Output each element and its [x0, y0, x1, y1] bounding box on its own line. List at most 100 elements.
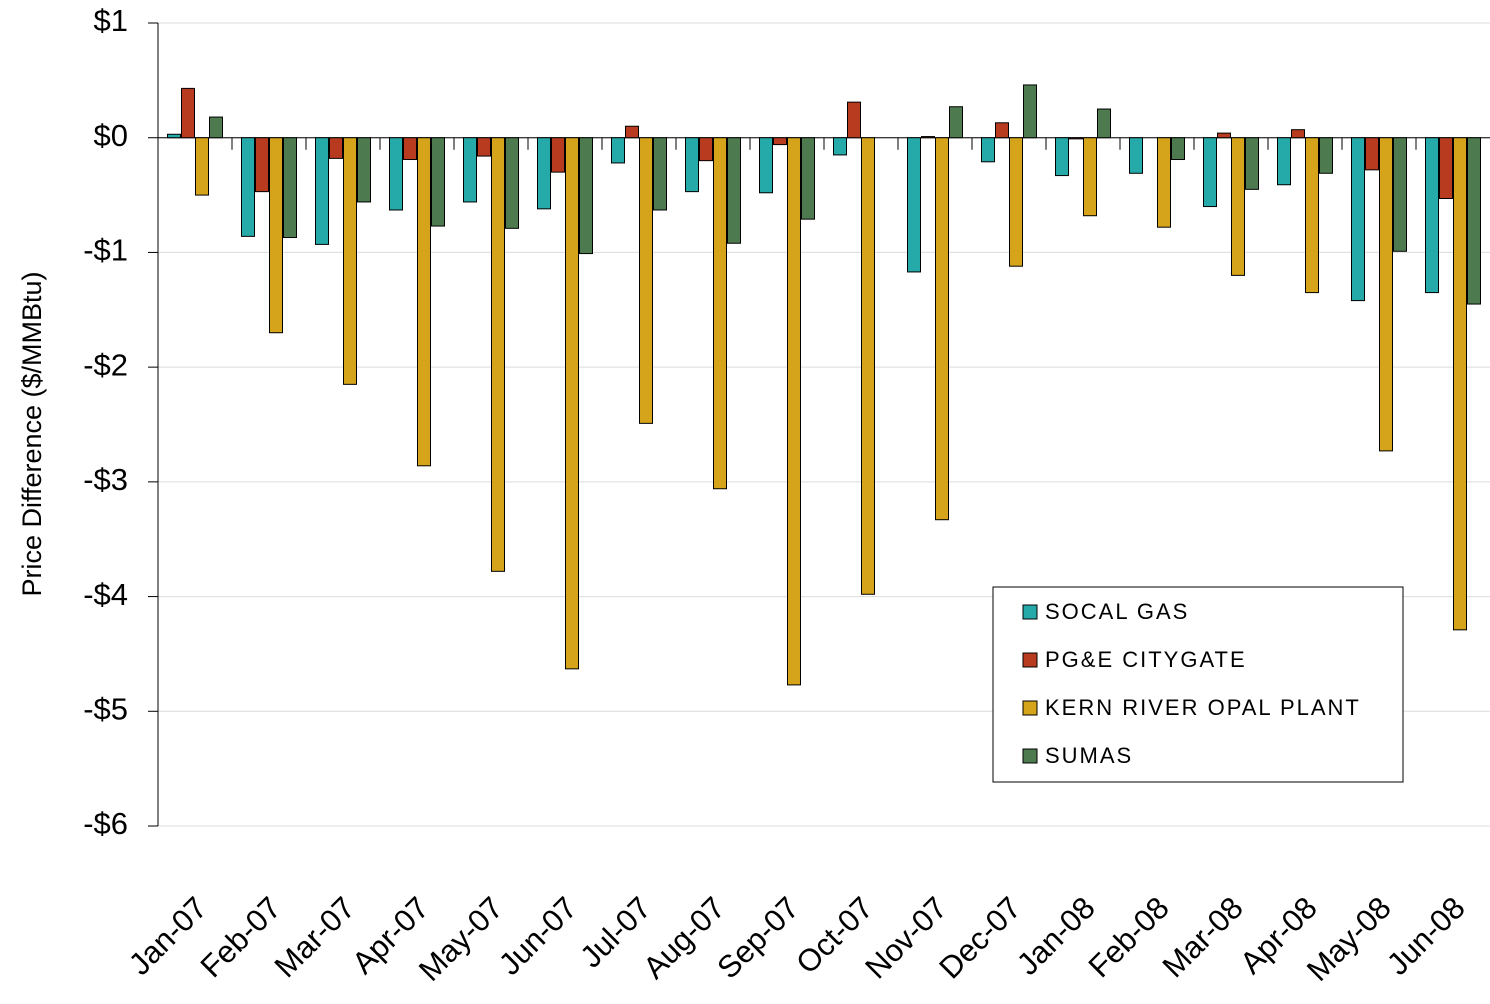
bar: [1097, 108, 1111, 139]
legend-swatch: [1022, 604, 1038, 620]
y-tick-label: -$6: [83, 806, 128, 841]
x-tick-label: Jun-07: [492, 890, 584, 982]
bar: [1425, 137, 1439, 294]
bar: [1009, 137, 1023, 267]
x-tick-label: May-07: [412, 890, 510, 988]
bar: [1365, 137, 1379, 171]
y-tick-label: $1: [94, 3, 128, 38]
y-tick-label: -$2: [83, 347, 128, 382]
bar: [195, 137, 209, 196]
bar: [167, 133, 181, 139]
bar: [727, 137, 741, 244]
x-tick-label: Mar-08: [1156, 890, 1250, 984]
bar: [1351, 137, 1365, 302]
bar: [491, 137, 505, 572]
legend-label: SOCAL GAS: [1045, 599, 1189, 624]
bar: [315, 137, 329, 245]
bar: [255, 137, 269, 193]
y-tick-label: -$5: [83, 691, 128, 726]
legend-label: PG&E CITYGATE: [1045, 647, 1247, 672]
bar: [431, 137, 445, 227]
bar: [847, 101, 861, 139]
bar: [699, 137, 713, 162]
bar: [861, 137, 875, 595]
bar: [1231, 137, 1245, 276]
bar: [329, 137, 343, 159]
bar: [1379, 137, 1393, 452]
x-tick-label: Nov-07: [858, 890, 953, 985]
bar: [1055, 137, 1069, 177]
bar: [611, 137, 625, 164]
bar: [283, 137, 297, 239]
bar: [1157, 137, 1171, 228]
legend-label: SUMAS: [1045, 743, 1133, 768]
bar: [1319, 137, 1333, 174]
bar: [579, 137, 593, 255]
x-tick-label: Jun-08: [1380, 890, 1472, 982]
x-tick-label: May-08: [1300, 890, 1398, 988]
bar: [389, 137, 403, 211]
x-tick-label: Aug-07: [636, 890, 731, 985]
bar: [537, 137, 551, 210]
x-tick-label: Dec-07: [932, 890, 1027, 985]
x-tick-label: Jan-07: [122, 890, 214, 982]
bar: [1129, 137, 1143, 174]
bar: [343, 137, 357, 385]
y-tick-label: -$4: [83, 577, 128, 612]
bar: [787, 137, 801, 686]
bar: [1171, 137, 1185, 161]
bar: [935, 137, 949, 521]
bar: [625, 125, 639, 139]
x-tick-label: Mar-07: [268, 890, 362, 984]
bar: [801, 137, 815, 220]
bar: [357, 137, 371, 203]
bar: [505, 137, 519, 229]
bar: [477, 137, 491, 157]
x-tick-label: Feb-07: [194, 890, 288, 984]
bar: [551, 137, 565, 173]
bar: [1277, 137, 1291, 186]
bar: [713, 137, 727, 490]
bar: [1245, 137, 1259, 190]
x-tick-label: Sep-07: [710, 890, 805, 985]
bar: [995, 122, 1009, 139]
legend-swatch: [1022, 748, 1038, 764]
y-axis-title: Price Difference ($/MMBtu): [17, 271, 47, 596]
bar: [403, 137, 417, 161]
legend-swatch: [1022, 652, 1038, 668]
legend: SOCAL GAS PG&E CITYGATE KERN RIVER OPAL PL…: [992, 586, 1404, 783]
y-tick-label: -$3: [83, 462, 128, 497]
bar: [921, 136, 935, 139]
bar: [639, 137, 653, 424]
legend-swatch: [1022, 700, 1038, 716]
bar: [949, 106, 963, 139]
bar: [417, 137, 431, 467]
bar: [181, 87, 195, 139]
bar: [1217, 132, 1231, 139]
bar: [1467, 137, 1481, 305]
bar: [1083, 137, 1097, 217]
bar: [463, 137, 477, 203]
bar: [759, 137, 773, 194]
bar: [241, 137, 255, 237]
bar: [565, 137, 579, 670]
bar: [1023, 84, 1037, 139]
legend-label: KERN RIVER OPAL PLANT: [1045, 695, 1361, 720]
x-tick-label: Jan-08: [1010, 890, 1102, 982]
y-tick-label: $0: [94, 118, 128, 153]
bar: [1203, 137, 1217, 208]
bar: [1453, 137, 1467, 631]
bar: [1393, 137, 1407, 252]
y-tick-label: -$1: [83, 233, 128, 268]
x-tick-label: Feb-08: [1082, 890, 1176, 984]
bar: [1305, 137, 1319, 294]
bar: [833, 137, 847, 156]
bar: [907, 137, 921, 273]
bar: [1291, 129, 1305, 139]
bar: [1439, 137, 1453, 200]
bar: [773, 137, 787, 146]
bar: [209, 116, 223, 139]
bar: [653, 137, 667, 211]
